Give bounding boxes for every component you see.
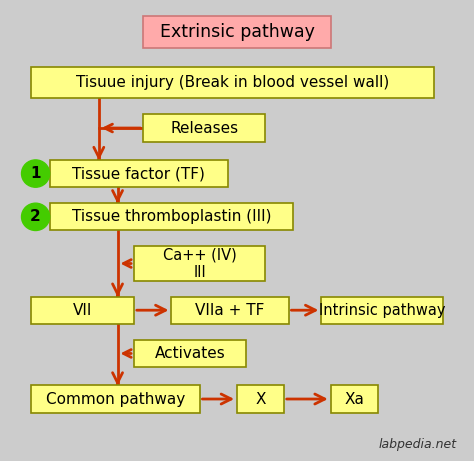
FancyBboxPatch shape [31, 67, 434, 98]
FancyBboxPatch shape [321, 296, 443, 324]
Text: 2: 2 [30, 209, 41, 225]
FancyBboxPatch shape [143, 114, 265, 142]
FancyBboxPatch shape [31, 385, 200, 413]
FancyBboxPatch shape [134, 340, 246, 367]
FancyBboxPatch shape [143, 17, 331, 48]
Text: Extrinsic pathway: Extrinsic pathway [160, 24, 314, 41]
Text: VIIa + TF: VIIa + TF [195, 303, 264, 318]
Text: Common pathway: Common pathway [46, 391, 185, 407]
FancyBboxPatch shape [331, 385, 377, 413]
Text: Releases: Releases [170, 120, 238, 136]
Text: Tissue factor (TF): Tissue factor (TF) [72, 166, 205, 181]
Text: labpedia.net: labpedia.net [379, 438, 457, 451]
FancyBboxPatch shape [50, 160, 228, 187]
Text: 1: 1 [30, 166, 41, 181]
FancyBboxPatch shape [172, 296, 289, 324]
FancyBboxPatch shape [237, 385, 284, 413]
Text: Xa: Xa [344, 391, 364, 407]
FancyBboxPatch shape [134, 247, 265, 281]
Text: Activates: Activates [155, 346, 226, 361]
FancyBboxPatch shape [50, 203, 293, 230]
Text: Intrinsic pathway: Intrinsic pathway [319, 303, 446, 318]
FancyBboxPatch shape [31, 296, 134, 324]
Text: X: X [255, 391, 265, 407]
Text: Tissue thromboplastin (III): Tissue thromboplastin (III) [72, 209, 271, 225]
Text: VII: VII [73, 303, 92, 318]
Text: Ca++ (IV)
III: Ca++ (IV) III [163, 247, 237, 280]
Text: Tisuue injury (Break in blood vessel wall): Tisuue injury (Break in blood vessel wal… [76, 76, 389, 90]
Circle shape [21, 160, 50, 187]
Circle shape [21, 203, 50, 230]
